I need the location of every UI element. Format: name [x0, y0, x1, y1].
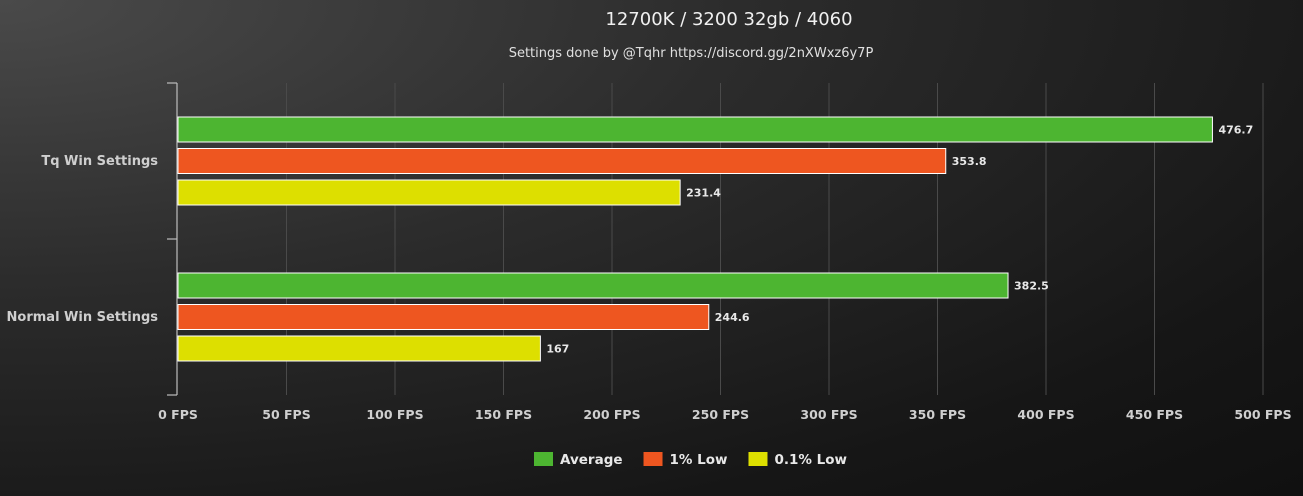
- chart-subtitle: Settings done by @Tqhr https://discord.g…: [509, 46, 874, 61]
- x-tick-label: 200 FPS: [583, 407, 640, 422]
- x-tick-label: 350 FPS: [909, 407, 966, 422]
- bar[interactable]: [177, 304, 710, 330]
- x-tick-label: 400 FPS: [1017, 407, 1074, 422]
- x-tick-label: 450 FPS: [1126, 407, 1183, 422]
- legend-label: Average: [560, 452, 623, 468]
- data-label: 244.6: [715, 311, 750, 324]
- chart-title: 12700K / 3200 32gb / 4060: [605, 9, 852, 30]
- legend-swatch: [748, 452, 768, 466]
- legend-label: 1% Low: [670, 452, 728, 468]
- x-tick-label: 100 FPS: [366, 407, 423, 422]
- bars: [177, 116, 1213, 362]
- category-labels: Tq Win Settings Normal Win Settings: [7, 154, 159, 325]
- x-tick-label: 500 FPS: [1234, 407, 1291, 422]
- legend-item[interactable]: Average: [534, 452, 623, 468]
- legend-swatch: [643, 452, 663, 466]
- data-labels: 476.7 353.8 231.4 382.5 244.6 167: [546, 124, 1253, 356]
- legend-item[interactable]: 1% Low: [643, 452, 728, 468]
- bar[interactable]: [177, 335, 541, 362]
- category-label: Normal Win Settings: [7, 310, 159, 325]
- bar[interactable]: [177, 116, 1213, 143]
- data-label: 231.4: [686, 187, 721, 200]
- bar[interactable]: [177, 148, 947, 174]
- x-tick-label: 0 FPS: [158, 407, 198, 422]
- legend-label: 0.1% Low: [774, 452, 847, 468]
- x-tick-label: 250 FPS: [692, 407, 749, 422]
- legend[interactable]: Average 1% Low 0.1% Low: [534, 452, 847, 468]
- legend-item[interactable]: 0.1% Low: [748, 452, 847, 468]
- x-axis-ticks: 0 FPS 50 FPS 100 FPS 150 FPS 200 FPS 250 FPS 3…: [158, 407, 1291, 422]
- data-label: 476.7: [1218, 124, 1253, 137]
- x-tick-label: 150 FPS: [475, 407, 532, 422]
- y-axis: [167, 82, 178, 396]
- bar[interactable]: [177, 179, 681, 206]
- data-label: 382.5: [1014, 280, 1049, 293]
- data-label: 167: [546, 343, 569, 356]
- data-label: 353.8: [952, 155, 987, 168]
- legend-swatch: [534, 452, 553, 466]
- bar[interactable]: [177, 272, 1009, 299]
- category-label: Tq Win Settings: [41, 154, 158, 169]
- x-tick-label: 300 FPS: [800, 407, 857, 422]
- x-tick-label: 50 FPS: [262, 407, 310, 422]
